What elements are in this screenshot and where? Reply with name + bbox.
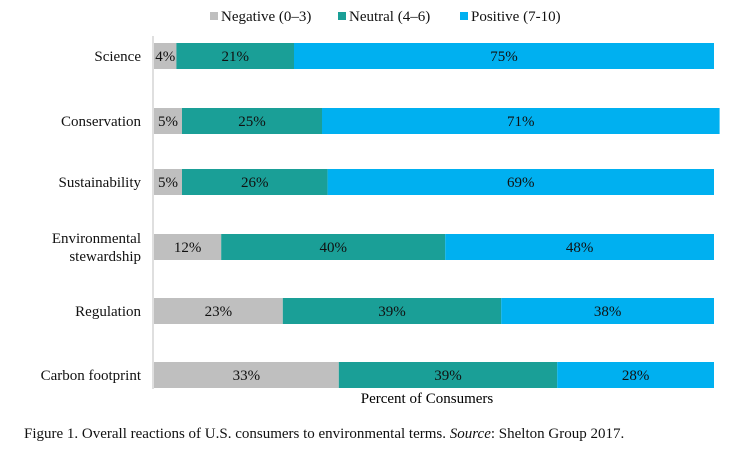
bar-carbon-footprint-neutral-4-6 xyxy=(338,362,558,388)
caption-suffix: : Shelton Group 2017. xyxy=(490,426,625,442)
category-label-regulation: Regulation xyxy=(75,304,141,320)
data-label-regulation-positive-7-10: 38% xyxy=(594,304,622,320)
category-label-environmental-stewardship: Environmental stewardship xyxy=(52,231,141,265)
category-label-science: Science xyxy=(94,49,141,65)
bar-science-positive-7-10 xyxy=(294,43,714,69)
bar-regulation-positive-7-10 xyxy=(501,298,714,324)
data-label-environmental-stewardship-positive-7-10: 48% xyxy=(566,240,594,256)
bar-environmental-stewardship-positive-7-10 xyxy=(445,234,714,260)
bar-science-neutral-4-6 xyxy=(176,43,294,69)
data-label-carbon-footprint-negative-0-3: 33% xyxy=(233,368,261,384)
data-label-sustainability-neutral-4-6: 26% xyxy=(241,175,269,191)
category-labels: Science Conservation Sustainability Environ… xyxy=(41,49,142,384)
data-label-regulation-negative-0-3: 23% xyxy=(205,304,233,320)
data-label-science-negative-0-3: 4% xyxy=(155,49,175,65)
legend-label-positive-7-10: Positive (7-10) xyxy=(471,9,561,25)
figure-caption: Figure 1. Overall reactions of U.S. cons… xyxy=(24,426,624,443)
data-label-conservation-negative-0-3: 5% xyxy=(158,114,178,130)
data-label-carbon-footprint-positive-7-10: 28% xyxy=(622,368,650,384)
bar-regulation-negative-0-3 xyxy=(154,298,283,324)
bars-group: 4% 21% 75% 5% 25% 71% 5% 26% 69% 12% 40% 48% 23% 39% 3… xyxy=(154,43,720,388)
x-axis-label: Percent of Consumers xyxy=(361,391,494,407)
data-label-conservation-positive-7-10: 71% xyxy=(507,114,535,130)
bar-conservation-neutral-4-6 xyxy=(182,108,322,134)
data-label-environmental-stewardship-negative-0-3: 12% xyxy=(174,240,202,256)
data-label-environmental-stewardship-neutral-4-6: 40% xyxy=(319,240,347,256)
legend-label-neutral-4-6: Neutral (4–6) xyxy=(349,9,430,25)
bar-conservation-positive-7-10 xyxy=(322,108,720,134)
category-label-carbon-footprint: Carbon footprint xyxy=(41,368,142,384)
caption-source-label: Source xyxy=(449,426,491,442)
chart-legend: Negative (0–3) Neutral (4–6) Positive (7-1… xyxy=(210,9,561,25)
bar-environmental-stewardship-neutral-4-6 xyxy=(221,234,446,260)
data-label-sustainability-negative-0-3: 5% xyxy=(158,175,178,191)
data-label-sustainability-positive-7-10: 69% xyxy=(507,175,535,191)
data-label-science-positive-7-10: 75% xyxy=(490,49,518,65)
bar-regulation-neutral-4-6 xyxy=(282,298,502,324)
bar-sustainability-negative-0-3 xyxy=(154,169,182,195)
bar-environmental-stewardship-negative-0-3 xyxy=(154,234,222,260)
bar-sustainability-positive-7-10 xyxy=(327,169,714,195)
data-label-conservation-neutral-4-6: 25% xyxy=(238,114,266,130)
bar-sustainability-neutral-4-6 xyxy=(182,169,328,195)
legend-swatch-positive-7-10 xyxy=(460,12,468,20)
category-label-conservation: Conservation xyxy=(61,114,141,130)
data-label-science-neutral-4-6: 21% xyxy=(221,49,249,65)
bar-science-negative-0-3 xyxy=(154,43,177,69)
legend-label-negative-0-3: Negative (0–3) xyxy=(221,9,311,25)
bar-conservation-negative-0-3 xyxy=(154,108,182,134)
caption-prefix: Figure 1. Overall reactions of U.S. cons… xyxy=(24,426,450,442)
data-label-regulation-neutral-4-6: 39% xyxy=(378,304,406,320)
category-label-sustainability: Sustainability xyxy=(59,175,142,191)
legend-swatch-neutral-4-6 xyxy=(338,12,346,20)
data-label-carbon-footprint-neutral-4-6: 39% xyxy=(434,368,462,384)
legend-swatch-negative-0-3 xyxy=(210,12,218,20)
bar-carbon-footprint-negative-0-3 xyxy=(154,362,339,388)
bar-carbon-footprint-positive-7-10 xyxy=(557,362,714,388)
